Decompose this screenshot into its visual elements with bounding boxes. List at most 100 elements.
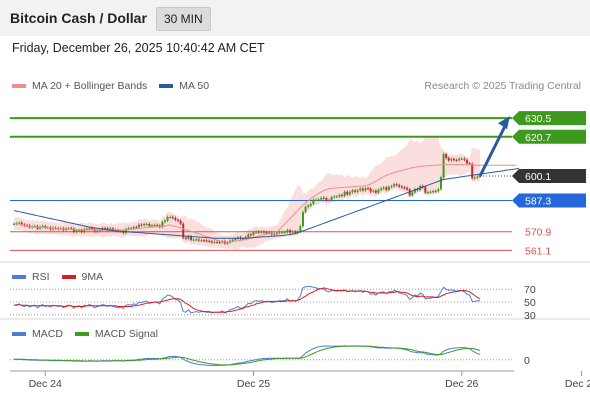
- candle-body: [359, 188, 362, 191]
- candle-body: [382, 187, 385, 189]
- macd-signal-line: [14, 345, 481, 366]
- candle-body: [333, 196, 336, 198]
- candle-body: [411, 192, 414, 196]
- bollinger-band: [14, 135, 480, 250]
- macd-legend: MACD MACD Signal: [12, 328, 170, 340]
- candle-body: [124, 229, 127, 233]
- candle-body: [348, 192, 351, 195]
- legend-ma20-label: MA 20 + Bollinger Bands: [32, 80, 148, 92]
- candle-body: [377, 189, 380, 193]
- candle-body: [137, 224, 140, 228]
- candle-body: [257, 231, 260, 233]
- candle-body: [18, 222, 21, 224]
- chart-header: Bitcoin Cash / Dollar 30 MIN: [0, 0, 590, 36]
- candle-body: [182, 223, 185, 238]
- rsi-tick-label: 50: [524, 297, 536, 309]
- candle-body: [208, 240, 211, 242]
- legend-rsi-label: RSI: [32, 271, 50, 283]
- candle-body: [291, 231, 294, 233]
- candle-body: [20, 222, 23, 225]
- candle-body: [161, 221, 164, 227]
- candle-body: [216, 241, 219, 243]
- candle-body: [265, 232, 268, 234]
- candle-body: [447, 157, 450, 161]
- candle-body: [283, 232, 286, 234]
- legend-rsi-ma-label: 9MA: [81, 271, 104, 283]
- timeframe-button[interactable]: 30 MIN: [156, 7, 211, 31]
- forecast-arrow-head: [498, 116, 510, 130]
- rsi-tick-label: 70: [524, 284, 536, 296]
- legend-rsi-ma: 9MA: [61, 271, 104, 283]
- candle-body: [398, 185, 401, 187]
- candle-body: [195, 239, 198, 241]
- level-tag-label-3: 587.3: [525, 195, 551, 207]
- level-tag-label-2: 600.1: [525, 171, 551, 183]
- candle-body: [171, 217, 174, 219]
- candle-body: [356, 190, 359, 192]
- candle-body: [463, 158, 466, 160]
- timestamp-text: Friday, December 26, 2025 10:40:42 AM CE…: [12, 41, 265, 55]
- candle-body: [442, 154, 445, 178]
- candle-body: [380, 188, 383, 190]
- macd-tick-label: 0: [524, 355, 530, 367]
- candle-body: [260, 231, 263, 233]
- candle-body: [275, 232, 278, 234]
- level-tag-label-5: 561.1: [525, 245, 551, 257]
- candle-body: [432, 191, 435, 193]
- candle-body: [390, 186, 393, 188]
- candle-body: [403, 187, 406, 189]
- candle-body: [153, 225, 156, 227]
- candle-body: [111, 228, 114, 230]
- ma20-line: [13, 164, 517, 243]
- level-tag-2: [512, 169, 586, 184]
- level-tag-label-0: 630.5: [525, 113, 551, 125]
- candle-body: [458, 158, 461, 161]
- candle-body: [387, 186, 390, 190]
- legend-rsi: RSI: [12, 271, 50, 283]
- candle-body: [255, 231, 258, 233]
- candle-body: [400, 186, 403, 188]
- candle-body: [166, 217, 169, 221]
- candle-body: [184, 237, 187, 239]
- candle-body: [91, 228, 94, 230]
- candle-body: [476, 176, 479, 178]
- candle-body: [13, 223, 15, 225]
- candle-body: [242, 238, 245, 240]
- candle-body: [109, 228, 112, 231]
- candle-body: [445, 154, 448, 158]
- legend-ma50: MA 50: [159, 80, 209, 92]
- candle-body: [294, 231, 297, 233]
- instrument-title: Bitcoin Cash / Dollar: [10, 10, 147, 26]
- candle-body: [163, 220, 166, 222]
- candle-body: [465, 159, 468, 164]
- research-credit: Research © 2025 Trading Central: [424, 80, 581, 92]
- candle-body: [262, 231, 265, 233]
- candle-body: [213, 241, 216, 243]
- candle-body: [434, 191, 437, 193]
- level-tag-label-1: 620.7: [525, 132, 551, 144]
- candle-body: [361, 188, 364, 191]
- candle-body: [395, 184, 398, 186]
- candle-body: [351, 190, 354, 193]
- candle-body: [307, 205, 310, 207]
- candle-body: [44, 226, 47, 228]
- legend-macd-swatch: [12, 332, 26, 336]
- candle-body: [169, 217, 172, 219]
- candle-body: [247, 234, 250, 238]
- candle-body: [226, 242, 229, 244]
- candle-body: [174, 217, 177, 220]
- candle-body: [468, 163, 471, 165]
- candle-body: [281, 232, 284, 234]
- candle-body: [426, 192, 429, 194]
- candle-body: [364, 188, 367, 191]
- candle-body: [304, 206, 307, 213]
- level-tag-label-4: 570.9: [525, 227, 551, 239]
- candle-body: [354, 190, 357, 192]
- candle-body: [177, 219, 180, 221]
- legend-macd-label: MACD: [32, 328, 63, 340]
- legend-macd: MACD: [12, 328, 63, 340]
- legend-ma20: MA 20 + Bollinger Bands: [12, 80, 147, 92]
- candle-body: [421, 185, 424, 188]
- candle-body: [127, 228, 130, 230]
